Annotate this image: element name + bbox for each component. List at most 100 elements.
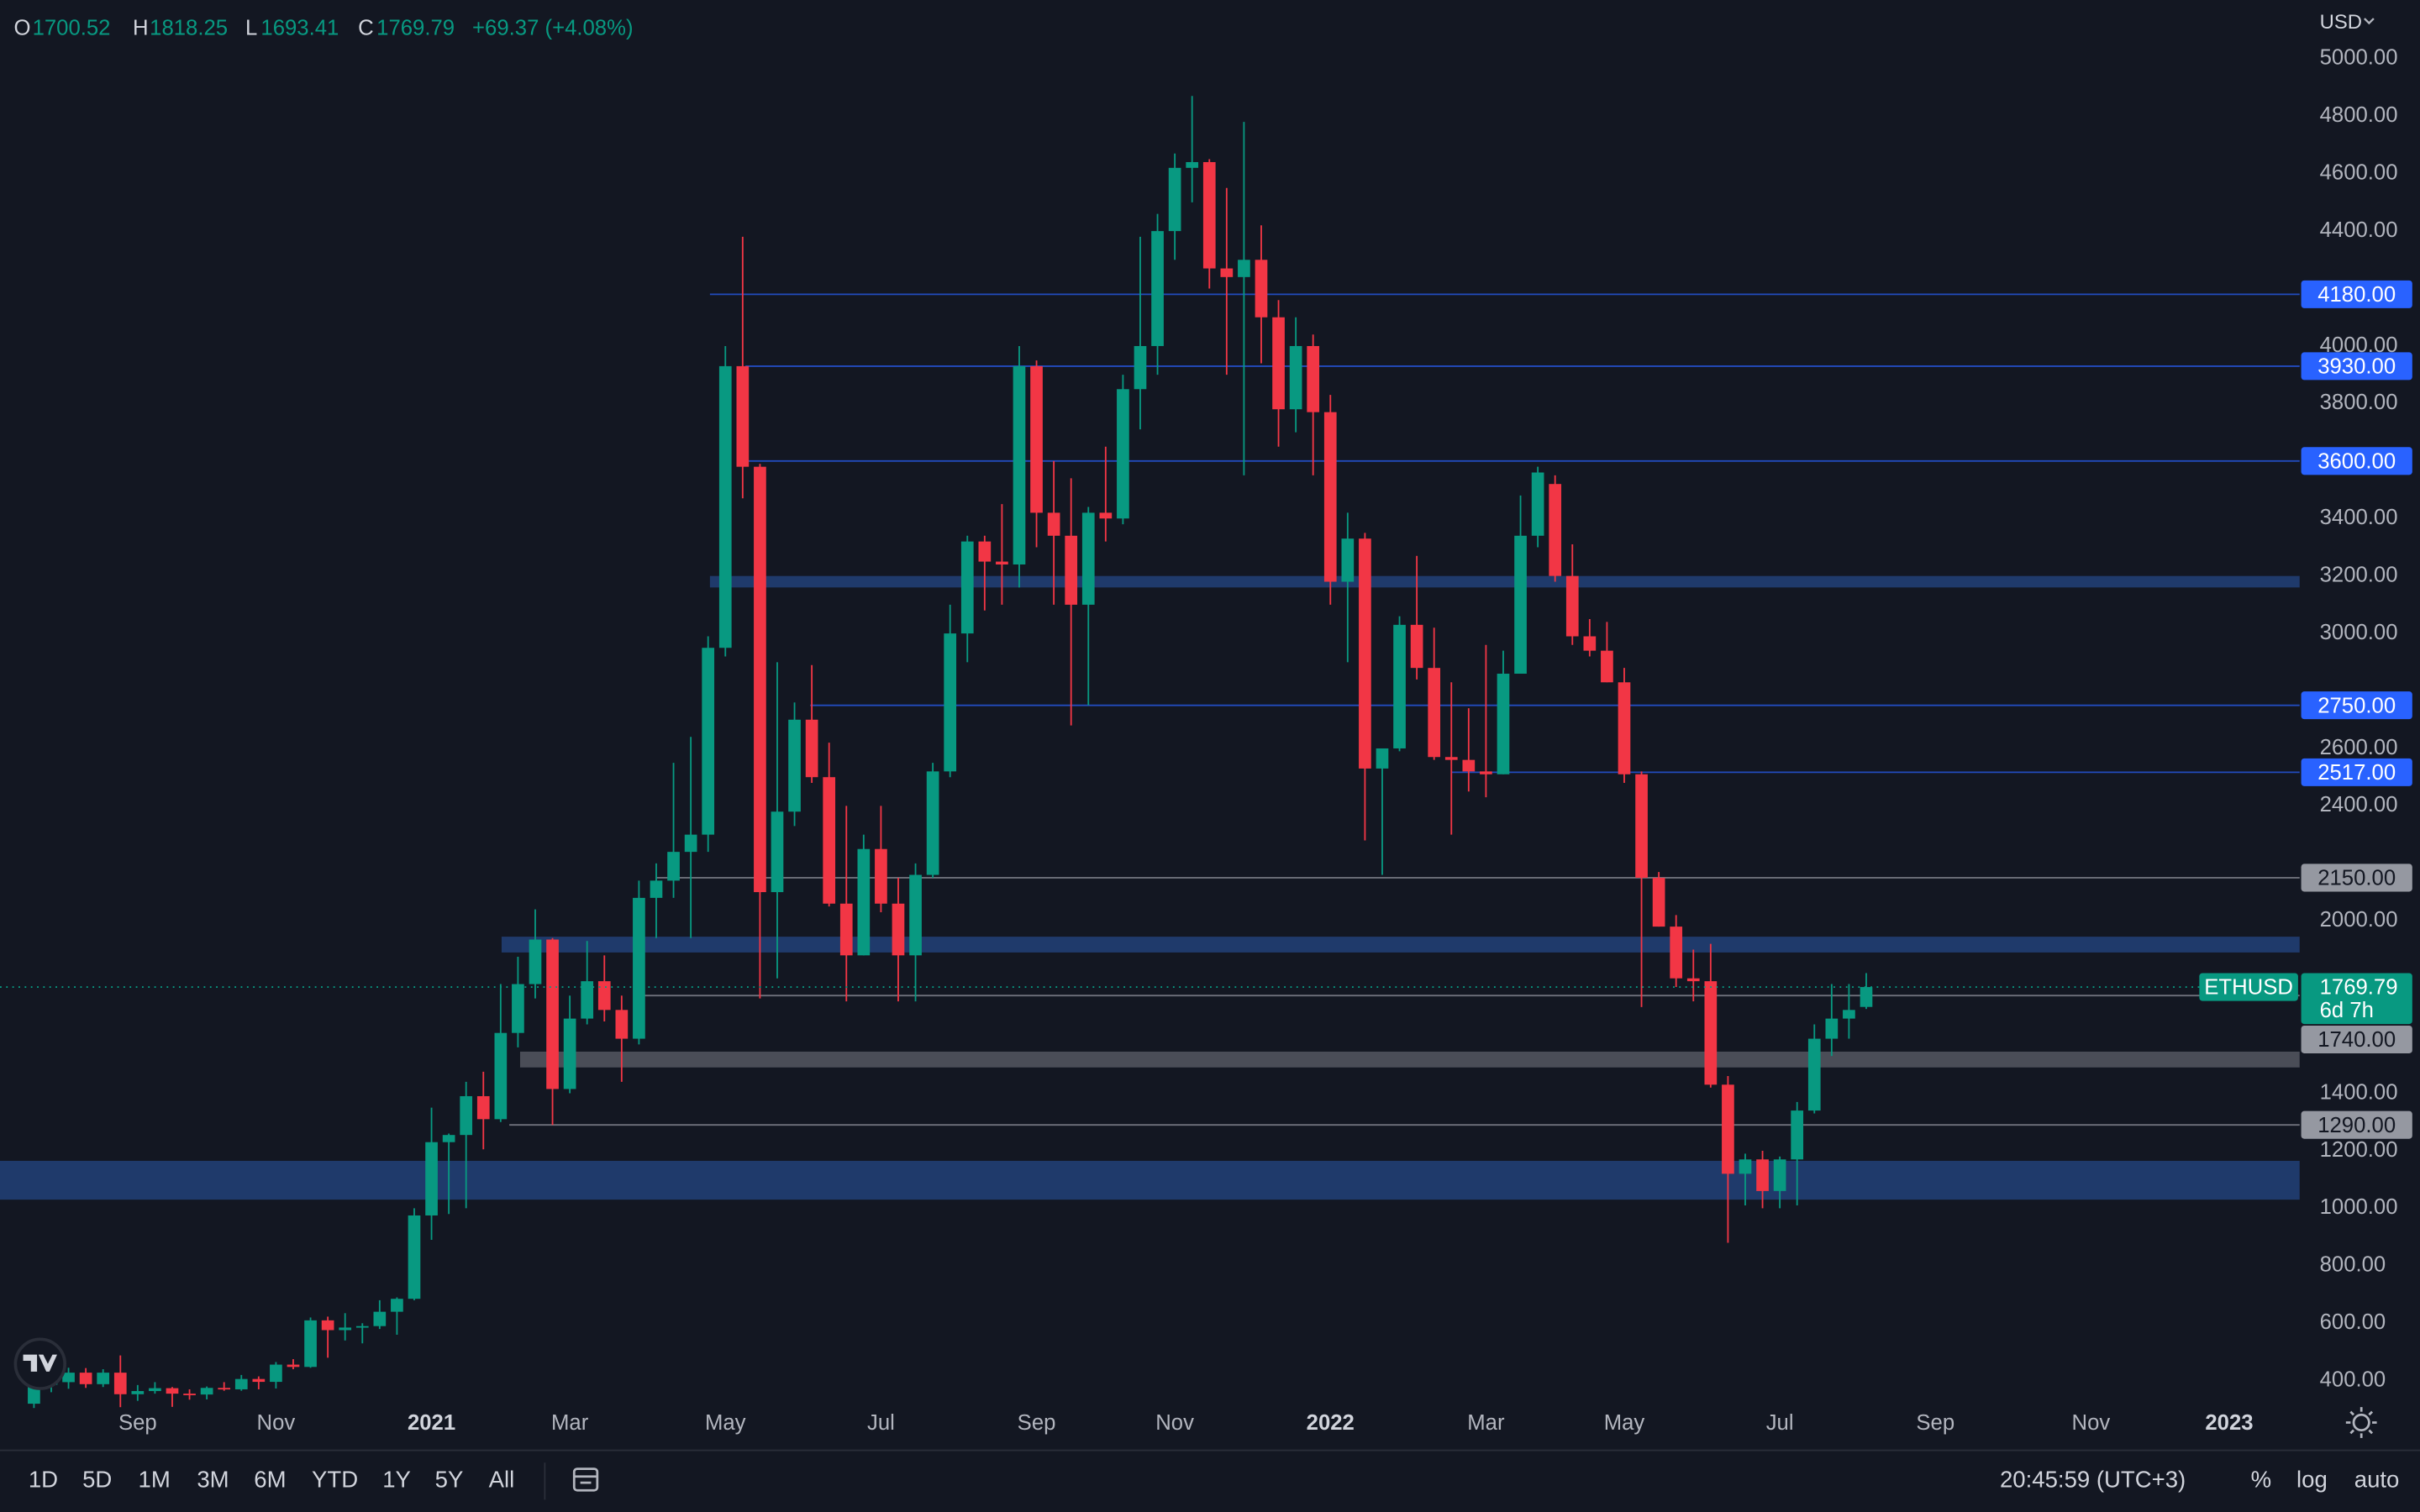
candle-body <box>1565 575 1579 637</box>
legend-value: 1818.25 <box>150 17 228 40</box>
candle-body <box>1047 512 1060 536</box>
symbol-label: ETHUSD <box>2204 976 2293 1000</box>
settings-icon[interactable] <box>2345 1407 2377 1438</box>
zone <box>0 1160 2300 1200</box>
range-button[interactable]: YTD <box>312 1467 358 1493</box>
candle-body <box>1289 345 1302 410</box>
candle-body <box>684 834 697 853</box>
x-tick-label: Jul <box>867 1411 895 1435</box>
candle-body <box>1444 757 1458 760</box>
range-button[interactable]: 5Y <box>435 1467 464 1493</box>
x-tick-label: 2021 <box>408 1411 455 1435</box>
range-button[interactable]: 1M <box>139 1467 171 1493</box>
range-button[interactable]: 6M <box>254 1467 286 1493</box>
zone <box>501 937 2300 953</box>
level-tag <box>2301 1110 2412 1139</box>
candle-body <box>633 897 645 1039</box>
scale-option[interactable]: % <box>2251 1467 2272 1493</box>
candle-body <box>304 1320 317 1368</box>
candle-body <box>1117 389 1129 519</box>
level-tag <box>2301 280 2412 308</box>
zone <box>709 575 2300 588</box>
range-button[interactable]: 3M <box>197 1467 229 1493</box>
candle-body <box>771 811 784 893</box>
candle-body <box>823 777 836 904</box>
candle-body <box>339 1327 352 1331</box>
candle-body <box>252 1378 266 1383</box>
currency-label[interactable]: USD <box>2320 11 2362 34</box>
range-button[interactable]: 1D <box>29 1467 58 1493</box>
x-tick-label: 2022 <box>1307 1411 1355 1435</box>
candle-body <box>1255 260 1268 318</box>
candle-body <box>926 771 939 875</box>
x-tick-label: Nov <box>1155 1411 1194 1435</box>
level-label: 2517.00 <box>2317 761 2396 785</box>
x-tick-label: Nov <box>257 1411 296 1435</box>
candle-body <box>650 880 663 898</box>
y-tick-label: 5000.00 <box>2320 46 2398 70</box>
x-tick-label: May <box>1604 1411 1645 1435</box>
candle-body <box>1307 345 1320 412</box>
legend-value: +69.37 (+4.08%) <box>472 17 633 40</box>
x-tick-label: Mar <box>1467 1411 1505 1435</box>
candle-body <box>857 848 871 956</box>
candle-body <box>234 1378 248 1389</box>
candle-body <box>1704 981 1718 1085</box>
symbol-tag <box>2199 973 2298 1001</box>
candle-body <box>736 365 750 467</box>
candle-body <box>442 1135 455 1142</box>
range-button[interactable]: 5D <box>82 1467 112 1493</box>
candle-body <box>718 365 732 648</box>
y-tick-label: 3200.00 <box>2320 563 2398 586</box>
candle-body <box>391 1299 403 1312</box>
scale-option[interactable]: log <box>2296 1467 2328 1493</box>
candle-body <box>1186 161 1199 168</box>
x-tick-label: 2023 <box>2205 1411 2253 1435</box>
y-tick-label: 1000.00 <box>2320 1195 2398 1219</box>
y-tick-label: 3400.00 <box>2320 506 2398 529</box>
candle-body <box>1583 636 1597 651</box>
level-label: 2150.00 <box>2317 867 2396 890</box>
candle-body <box>1013 365 1026 564</box>
x-tick-label: Jul <box>1766 1411 1794 1435</box>
candle-body <box>667 852 680 881</box>
candle-body <box>97 1373 110 1384</box>
countdown-label: 6d 7h <box>2320 999 2374 1022</box>
level-label: 2750.00 <box>2317 694 2396 717</box>
x-tick-label: Sep <box>1916 1411 1954 1435</box>
level-label: 3930.00 <box>2317 355 2396 379</box>
x-tick-label: May <box>705 1411 746 1435</box>
candle-body <box>460 1095 473 1136</box>
level-tag <box>2301 352 2412 381</box>
candle-body <box>1531 472 1544 536</box>
candle-body <box>615 1010 629 1039</box>
legend-key: O <box>14 17 31 40</box>
date-range-icon[interactable] <box>572 1467 599 1492</box>
candle-body <box>892 903 905 956</box>
candle-body <box>476 1095 490 1120</box>
candle-body <box>408 1215 421 1299</box>
tv-logo <box>13 1337 66 1390</box>
candle-body <box>287 1364 300 1368</box>
scale-option[interactable]: auto <box>2354 1467 2400 1493</box>
range-button[interactable]: All <box>489 1467 515 1493</box>
range-button[interactable]: 1Y <box>382 1467 411 1493</box>
candle-body <box>1238 260 1250 277</box>
candle-body <box>1359 538 1371 769</box>
candle-body <box>1601 650 1613 683</box>
zones <box>0 575 2300 1200</box>
x-tick-label: Mar <box>551 1411 589 1435</box>
level-label: 1740.00 <box>2317 1028 2396 1052</box>
y-tick-label: 3000.00 <box>2320 621 2398 644</box>
legend-key: C <box>358 17 374 40</box>
candle-body <box>1825 1018 1839 1039</box>
levels <box>509 293 2300 1126</box>
candle-body <box>1168 167 1181 232</box>
candle-body <box>321 1320 334 1331</box>
y-tick-label: 4800.00 <box>2320 103 2398 127</box>
candle-body <box>875 848 887 904</box>
y-tick-label: 1400.00 <box>2320 1080 2398 1104</box>
